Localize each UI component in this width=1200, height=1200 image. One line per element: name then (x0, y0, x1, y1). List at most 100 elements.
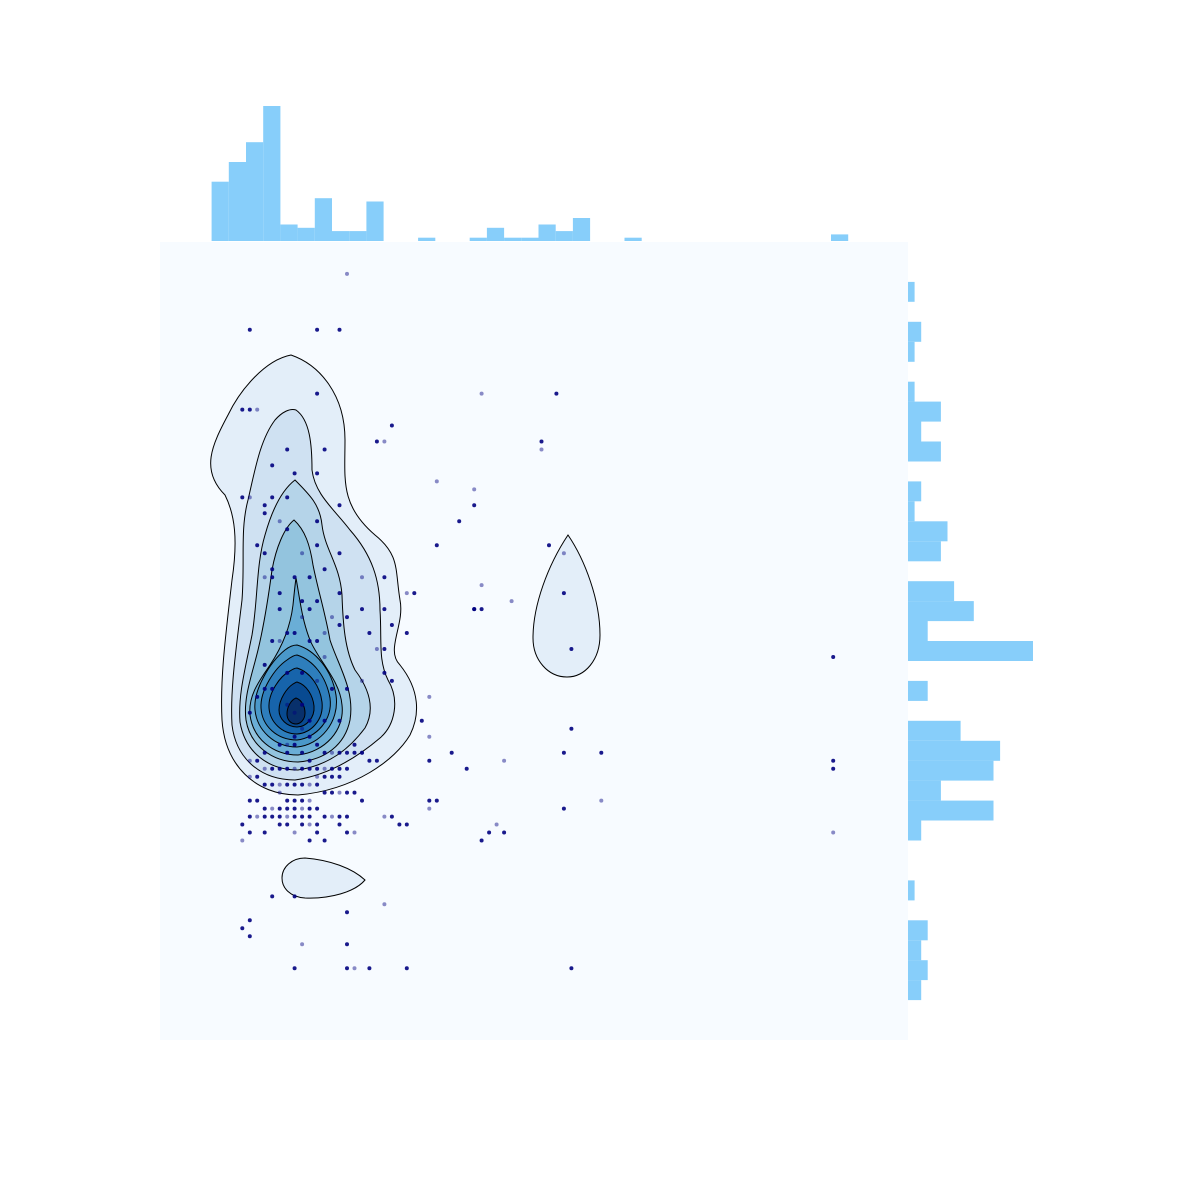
marginal-x-bar (504, 237, 522, 241)
scatter-point (300, 750, 305, 755)
scatter-point (307, 639, 312, 643)
scatter-point (307, 766, 312, 771)
scatter-point (315, 519, 320, 524)
scatter-point (337, 327, 342, 332)
scatter-point (434, 479, 439, 484)
scatter-point (337, 814, 342, 819)
scatter-point (277, 782, 282, 787)
scatter-point (472, 503, 477, 508)
scatter-point (255, 694, 260, 699)
scatter-point (285, 631, 290, 635)
scatter-point (457, 519, 462, 524)
scatter-point (292, 806, 297, 811)
scatter-point (831, 766, 836, 771)
scatter-point (277, 806, 282, 811)
marginal-x-bar (263, 106, 281, 241)
scatter-point (247, 774, 252, 779)
scatter-point (247, 798, 252, 803)
scatter-point (285, 702, 290, 707)
scatter-point (307, 806, 312, 811)
scatter-point (345, 966, 349, 971)
scatter-point (270, 567, 275, 572)
marginal-x-bar (538, 224, 556, 241)
scatter-point (247, 758, 252, 763)
marginal-y-bar (908, 521, 948, 542)
scatter-point (404, 966, 409, 971)
kde-island-bottom (281, 857, 366, 899)
scatter-point (382, 607, 387, 612)
scatter-point (262, 766, 267, 771)
scatter-point (255, 798, 260, 803)
scatter-point (255, 774, 260, 779)
marginal-x-bar (469, 237, 487, 241)
scatter-point (337, 623, 342, 627)
scatter-point (561, 806, 566, 811)
scatter-point (270, 814, 275, 819)
scatter-point (315, 543, 320, 548)
scatter-point (322, 655, 327, 659)
scatter-point (352, 790, 357, 795)
scatter-point (479, 583, 484, 588)
kde-island-middle (532, 534, 601, 678)
marginal-y-bar (908, 601, 974, 622)
scatter-point (330, 766, 334, 771)
scatter-point (315, 782, 320, 787)
scatter-point (247, 495, 252, 500)
scatter-point (509, 599, 514, 604)
scatter-point (240, 822, 245, 827)
marginal-x-bar (831, 234, 849, 241)
scatter-point (262, 575, 267, 580)
scatter-point (285, 782, 290, 787)
scatter-point (322, 774, 327, 779)
scatter-point (300, 822, 305, 827)
marginal-x-bar (555, 231, 573, 241)
scatter-point (307, 575, 312, 580)
marginal-y-bar (908, 720, 961, 741)
scatter-point (322, 750, 327, 755)
marginal-y-bar (908, 321, 922, 342)
marginal-y-bar (908, 760, 994, 781)
scatter-point (315, 391, 320, 396)
scatter-point (352, 742, 357, 747)
marginal-x-bar (228, 162, 246, 241)
scatter-point (285, 798, 290, 803)
scatter-point (539, 447, 544, 452)
marginal-y-bar (908, 920, 928, 941)
scatter-point (397, 822, 402, 827)
marginal-y-bar (908, 341, 915, 362)
scatter-point (337, 503, 342, 508)
marginal-y-bar (908, 421, 922, 442)
marginal-y-bar (908, 740, 1001, 761)
scatter-point (292, 966, 297, 971)
scatter-point (434, 798, 439, 803)
scatter-point (322, 567, 327, 572)
scatter-point (240, 495, 245, 500)
scatter-point (247, 830, 252, 835)
scatter-point (337, 718, 342, 723)
scatter-point (434, 543, 439, 548)
scatter-point (367, 758, 372, 763)
scatter-point (277, 790, 282, 795)
scatter-point (561, 591, 566, 596)
scatter-point (262, 686, 267, 691)
scatter-point (277, 519, 282, 524)
marginal-y-bar (908, 581, 955, 602)
scatter-point (315, 599, 320, 604)
marginal-y-bar (908, 780, 941, 801)
scatter-point (374, 758, 379, 763)
marginal-x-bar (332, 231, 350, 241)
scatter-point (277, 607, 282, 612)
scatter-point (322, 814, 327, 819)
scatter-point (382, 814, 387, 819)
scatter-point (449, 750, 454, 755)
scatter-point (330, 790, 334, 795)
scatter-point (315, 774, 320, 779)
scatter-point (831, 655, 836, 659)
scatter-point (345, 830, 349, 835)
scatter-point (255, 758, 260, 763)
scatter-point (277, 639, 282, 643)
scatter-point (389, 623, 394, 627)
scatter-point (554, 391, 559, 396)
scatter-point (247, 934, 252, 939)
scatter-point (487, 830, 492, 835)
